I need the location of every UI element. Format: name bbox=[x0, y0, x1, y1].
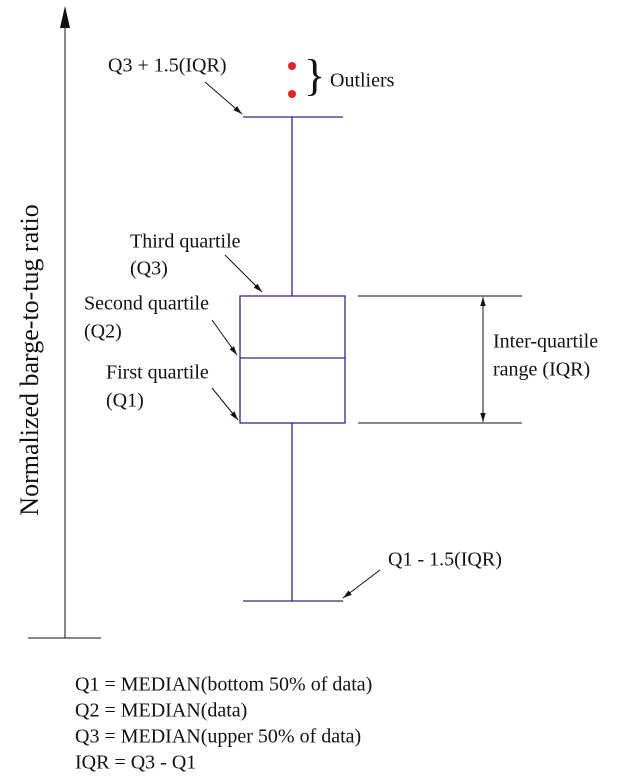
formula: Q2 = MEDIAN(data) bbox=[75, 700, 247, 722]
brace: } bbox=[304, 51, 325, 100]
pointer-arrow bbox=[211, 319, 238, 356]
first-quartile-label: (Q1) bbox=[106, 390, 144, 412]
pointer-arrow bbox=[224, 254, 263, 293]
lower-fence-label: Q1 - 1.5(IQR) bbox=[388, 549, 502, 571]
second-quartile-label: (Q2) bbox=[84, 321, 122, 343]
formula: Q3 = MEDIAN(upper 50% of data) bbox=[75, 726, 361, 748]
box bbox=[239, 295, 346, 424]
formula: Q1 = MEDIAN(bottom 50% of data) bbox=[75, 674, 372, 696]
outlier-dot bbox=[288, 90, 296, 98]
axis-arrow bbox=[60, 6, 70, 28]
third-quartile-label: (Q3) bbox=[130, 258, 168, 280]
axis-label: Normalized barge-to-tug ratio bbox=[15, 204, 44, 515]
second-quartile-label: Second quartile bbox=[84, 293, 209, 315]
iqr-label: Inter-quartile bbox=[493, 331, 598, 353]
pointer-arrow bbox=[211, 387, 239, 421]
pointer-arrow bbox=[342, 569, 381, 599]
iqr-label: range (IQR) bbox=[493, 359, 590, 381]
formula: IQR = Q3 - Q1 bbox=[75, 752, 196, 774]
third-quartile-label: Third quartile bbox=[130, 231, 241, 253]
outliers-label: Outliers bbox=[330, 70, 395, 92]
pointer-arrow bbox=[204, 81, 243, 115]
outlier-dot bbox=[288, 62, 296, 70]
first-quartile-label: First quartile bbox=[106, 362, 209, 384]
upper-fence-label: Q3 + 1.5(IQR) bbox=[108, 55, 227, 77]
